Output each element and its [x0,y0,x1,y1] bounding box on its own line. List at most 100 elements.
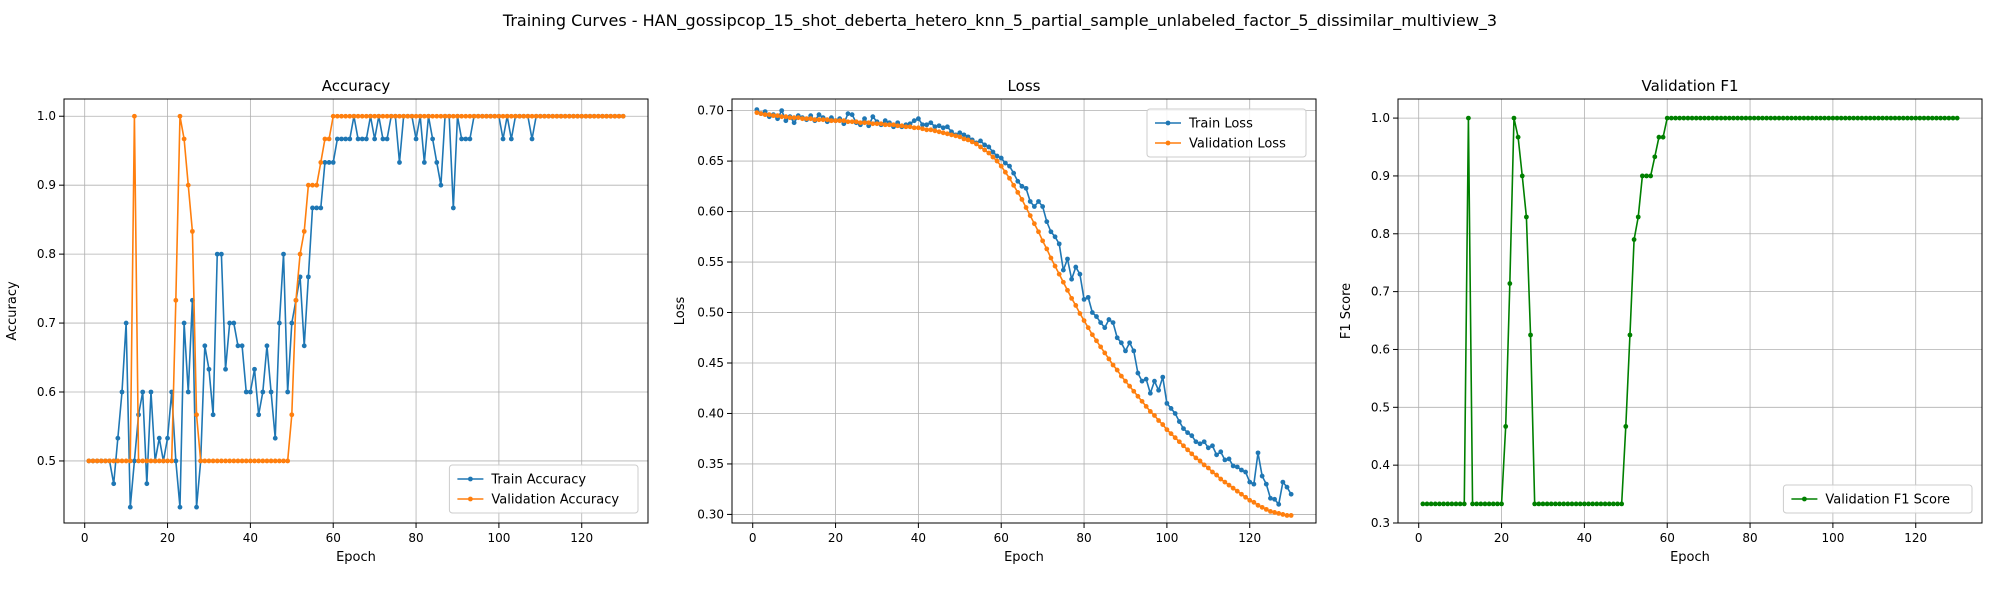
data-point [355,113,361,119]
data-point [583,113,589,119]
data-point [1280,479,1286,485]
data-point [351,113,357,119]
data-point [1139,378,1145,384]
data-point [845,119,851,125]
data-point [982,142,988,148]
data-point [177,504,183,510]
data-point [426,113,431,119]
data-point [103,458,108,464]
data-point [235,458,241,464]
data-point [961,132,967,138]
data-point [587,113,593,119]
data-point [173,297,179,303]
data-point [1106,317,1112,322]
x-tick-label: 120 [1904,531,1927,545]
y-axis-label: Loss [673,297,688,326]
data-point [1218,476,1224,482]
data-point [1189,433,1195,439]
data-point [895,123,901,129]
y-tick-label: 0.45 [697,356,724,370]
data-point [1214,452,1219,458]
data-point [1548,501,1554,507]
data-point [206,458,212,464]
data-point [148,389,154,395]
data-point [924,127,930,133]
data-point [816,112,822,118]
data-point [1420,501,1426,507]
data-point [243,389,249,395]
data-point [276,320,282,326]
data-point [1461,501,1467,507]
data-point [1065,256,1070,262]
x-axis-label: Epoch [1004,550,1044,565]
data-point [206,366,212,372]
data-point [256,458,262,464]
data-point [1023,185,1029,191]
data-point [285,458,291,464]
x-tick-label: 100 [1821,531,1844,545]
data-point [870,121,876,127]
data-point [853,119,859,125]
data-point [1660,134,1666,140]
legend-label: Validation Loss [1189,137,1286,152]
data-point [829,118,834,124]
data-point [1040,238,1046,244]
data-point [1813,115,1819,121]
x-tick-label: 20 [828,531,843,545]
data-point [322,160,328,165]
data-point [882,122,888,128]
data-point [1954,115,1960,121]
data-point [754,110,760,116]
data-point [1015,189,1021,195]
y-tick-label: 0.9 [1371,169,1390,183]
data-point [1610,501,1616,507]
data-point [318,160,324,165]
data-point [1515,134,1521,140]
data-point [140,458,146,464]
data-point [1226,456,1232,462]
data-point [1255,450,1261,456]
data-point [1950,115,1956,121]
data-point [1152,413,1157,418]
data-point [272,435,278,441]
y-tick-label: 0.6 [1371,342,1390,356]
data-point [1201,439,1207,445]
data-point [953,133,959,139]
data-point [397,160,402,165]
data-point [380,113,386,119]
data-point [438,113,444,119]
data-point [1822,115,1828,121]
data-point [86,458,92,464]
data-point [878,121,884,127]
data-point [1934,115,1939,121]
data-point [1176,439,1182,445]
data-point [1214,472,1219,478]
data-point [1565,501,1571,507]
data-point [123,320,129,326]
data-point [1230,485,1236,491]
y-axis-label: F1 Score [1339,283,1354,339]
data-point [775,113,780,119]
legend-swatch-marker [1165,140,1171,146]
data-point [1586,501,1591,507]
data-point [911,125,917,131]
data-point [845,111,851,117]
data-point [430,113,436,119]
data-point [252,366,257,372]
data-point [1247,479,1253,485]
data-point [372,113,378,119]
y-tick-label: 0.70 [697,104,724,118]
data-point [392,113,398,119]
data-point [231,320,237,326]
legend-swatch-marker [468,476,473,482]
data-point [247,389,253,395]
data-point [330,113,336,119]
data-point [1048,229,1054,235]
data-point [161,458,166,464]
data-point [1234,488,1240,494]
data-point [1519,173,1525,179]
data-point [301,343,307,349]
data-point [517,113,523,119]
data-point [1876,115,1881,121]
